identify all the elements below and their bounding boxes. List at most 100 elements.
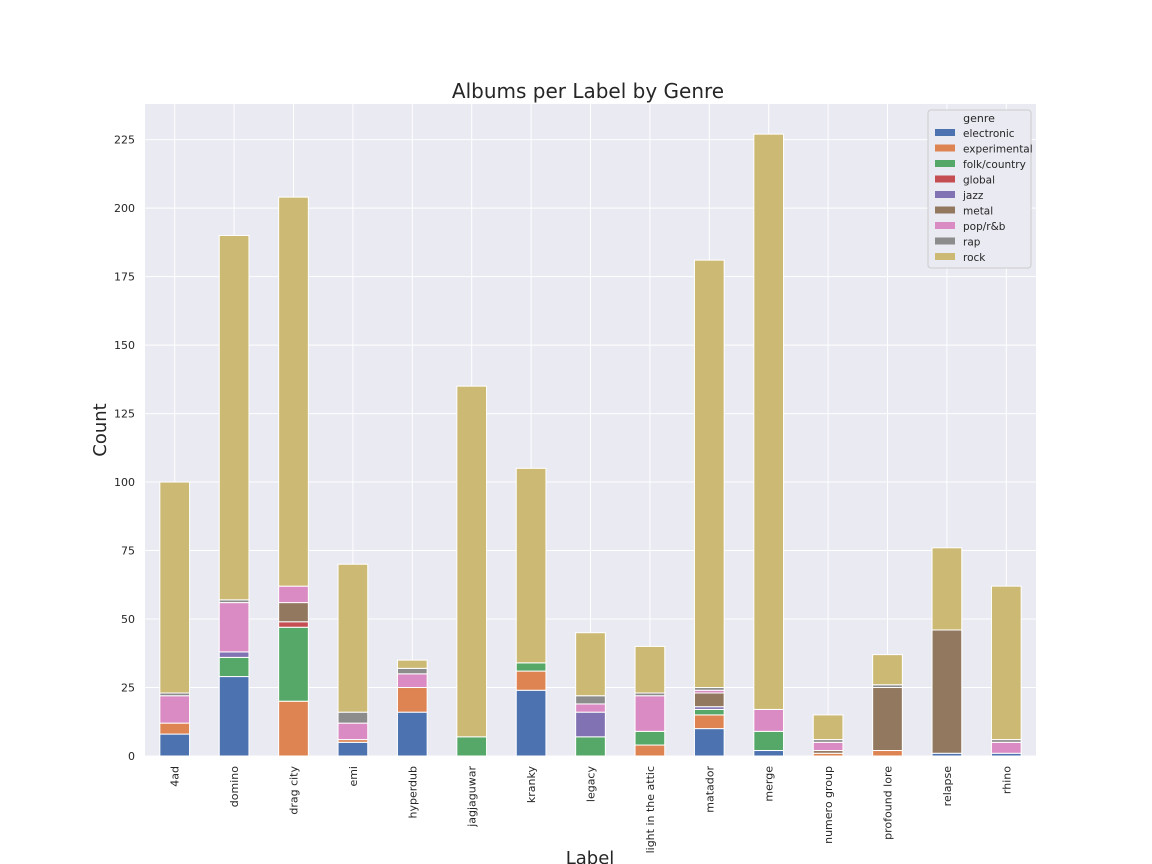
y-tick-label: 75 (121, 545, 135, 558)
bar-segment (396, 673, 428, 689)
bar-segment (278, 602, 309, 623)
y-tick-label: 225 (114, 134, 135, 147)
x-tick-label: relapse (941, 766, 954, 807)
bar-segment (693, 708, 725, 716)
bar-segment (872, 687, 903, 752)
y-tick-label: 175 (114, 271, 135, 284)
bar-segment (753, 133, 785, 710)
bar-segment (218, 651, 250, 658)
bar-segment (337, 563, 369, 713)
bar-segment (931, 547, 963, 631)
bar-segment (693, 259, 725, 689)
legend-entry: folk/country (963, 159, 1026, 171)
bar-segment (278, 621, 309, 628)
bar-segment (456, 385, 488, 738)
legend-entry: jazz (962, 190, 984, 202)
bar-segment (812, 741, 844, 752)
y-ticks: 0 25 50 75 100 125 150 175 200 225 (114, 134, 135, 763)
bar-segment (575, 736, 606, 757)
legend-swatch (935, 191, 955, 198)
bar-segment (337, 722, 369, 741)
bar-segment (515, 670, 547, 691)
x-tick-label: kranky (525, 766, 538, 804)
x-tick-label: legacy (585, 766, 598, 803)
legend-entry: metal (963, 206, 993, 218)
bar-segment (753, 708, 785, 732)
bars (159, 133, 1022, 757)
bar-segment (278, 626, 309, 702)
x-tick-label: jagjaguwar (466, 766, 479, 828)
y-tick-label: 200 (114, 202, 135, 215)
bar-segment (218, 234, 250, 601)
legend-swatch (935, 222, 955, 229)
legend-entry: experimental (963, 144, 1033, 156)
bar-segment (990, 585, 1022, 741)
bar-segment (872, 654, 903, 686)
bar-segment (159, 733, 191, 757)
legend-entry: rock (963, 252, 986, 264)
legend-entry: pop/r&b (963, 221, 1006, 233)
bar-segment (337, 711, 369, 724)
bar-segment (812, 714, 844, 741)
legend-entry: global (963, 175, 995, 187)
legend-swatch (935, 160, 955, 167)
legend-swatch (935, 237, 955, 245)
bar-segment (575, 695, 606, 705)
bar-segment (456, 736, 488, 757)
bar-segment (693, 728, 725, 757)
x-tick-label: merge (763, 766, 776, 802)
y-tick-label: 25 (121, 682, 135, 695)
bar-segment (278, 585, 309, 604)
bar-segment (693, 692, 725, 708)
x-tick-label: hyperdub (406, 766, 419, 819)
bar-segment (634, 744, 666, 757)
x-tick-label: 4ad (169, 766, 182, 787)
bar-segment (634, 730, 666, 746)
legend-swatch (935, 206, 955, 214)
legend-entry: electronic (963, 128, 1015, 140)
bar-segment (515, 662, 547, 672)
x-tick-label: emi (347, 766, 360, 787)
x-tick-label: domino (228, 766, 241, 807)
bar-segment (218, 676, 250, 757)
bar-segment (218, 602, 250, 653)
bar-segment (278, 700, 309, 757)
x-ticks: 4ad domino drag city emi hyperdub jagjaguwar k… (169, 766, 1014, 854)
bar-segment (515, 689, 547, 757)
bar-segment (515, 467, 547, 664)
bar-segment (159, 722, 191, 735)
bar-segment (931, 629, 963, 754)
y-tick-label: 125 (114, 408, 135, 421)
bar-segment (396, 667, 428, 675)
legend-swatch (935, 129, 955, 136)
legend-swatch (935, 175, 955, 183)
legend: genre electronic experimental folk/country… (927, 109, 1033, 269)
y-tick-label: 50 (121, 613, 135, 626)
bar-segment (396, 711, 428, 757)
legend-swatch (935, 144, 955, 152)
bar-segment (159, 481, 191, 694)
bar-segment (872, 750, 903, 757)
x-tick-label: numero group (822, 766, 835, 844)
bar-segment (634, 695, 666, 732)
x-tick-label: matador (703, 766, 716, 813)
x-tick-label: profound lore (882, 766, 895, 840)
legend-swatch (935, 253, 955, 260)
x-tick-label: light in the attic (644, 766, 657, 853)
chart-title: Albums per Label by Genre (452, 79, 724, 103)
x-tick-label: drag city (288, 766, 301, 815)
x-axis-label: Label (566, 848, 615, 864)
y-axis-label: Count (90, 403, 111, 456)
bar-segment (278, 196, 309, 587)
bar-segment (396, 659, 428, 669)
bar-segment (396, 687, 428, 713)
y-tick-label: 150 (114, 339, 135, 352)
bar-segment (990, 741, 1022, 754)
bar-segment (159, 695, 191, 724)
bar-segment (634, 645, 666, 694)
bar-segment (575, 711, 606, 738)
legend-title: genre (963, 112, 995, 125)
y-tick-label: 100 (114, 476, 135, 489)
bar-segment (575, 703, 606, 713)
